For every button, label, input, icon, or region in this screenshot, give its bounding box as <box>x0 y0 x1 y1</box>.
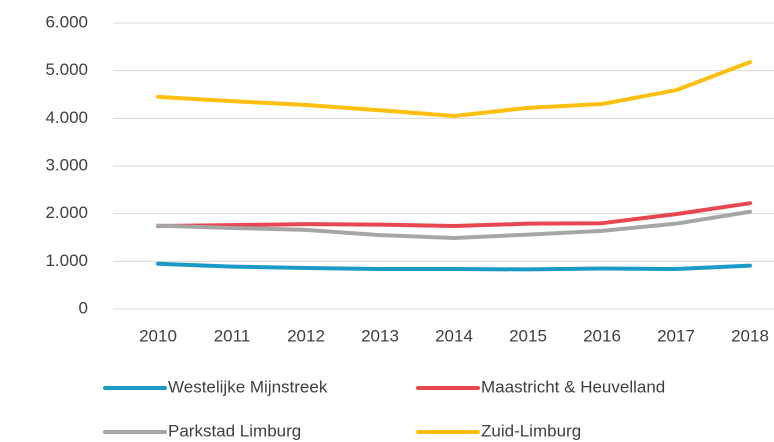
legend-label: Zuid-Limburg <box>481 421 581 440</box>
legend-label: Maastricht & Heuvelland <box>481 377 665 396</box>
x-tick-label: 2010 <box>139 326 177 345</box>
x-tick-label: 2018 <box>731 326 769 345</box>
series-line <box>156 209 752 240</box>
series-line <box>156 201 752 229</box>
legend-label: Parkstad Limburg <box>168 421 301 440</box>
series-line <box>156 261 752 272</box>
x-tick-label: 2012 <box>287 326 325 345</box>
legend-label: Westelijke Mijnstreek <box>168 377 328 396</box>
x-tick-label: 2013 <box>361 326 399 345</box>
x-tick-label: 2011 <box>214 326 251 345</box>
y-tick-label: 3.000 <box>45 155 88 174</box>
y-tick-label: 5.000 <box>45 60 88 79</box>
y-tick-label: 1.000 <box>45 251 88 270</box>
x-tick-label: 2016 <box>583 326 621 345</box>
x-tick-label: 2015 <box>509 326 547 345</box>
y-tick-label: 6.000 <box>45 12 88 31</box>
x-tick-label: 2017 <box>657 326 695 345</box>
y-tick-label: 4.000 <box>45 108 88 127</box>
y-tick-label: 2.000 <box>45 203 88 222</box>
y-tick-label: 0 <box>79 298 88 317</box>
series-line <box>156 60 752 118</box>
x-tick-label: 2014 <box>435 326 473 345</box>
